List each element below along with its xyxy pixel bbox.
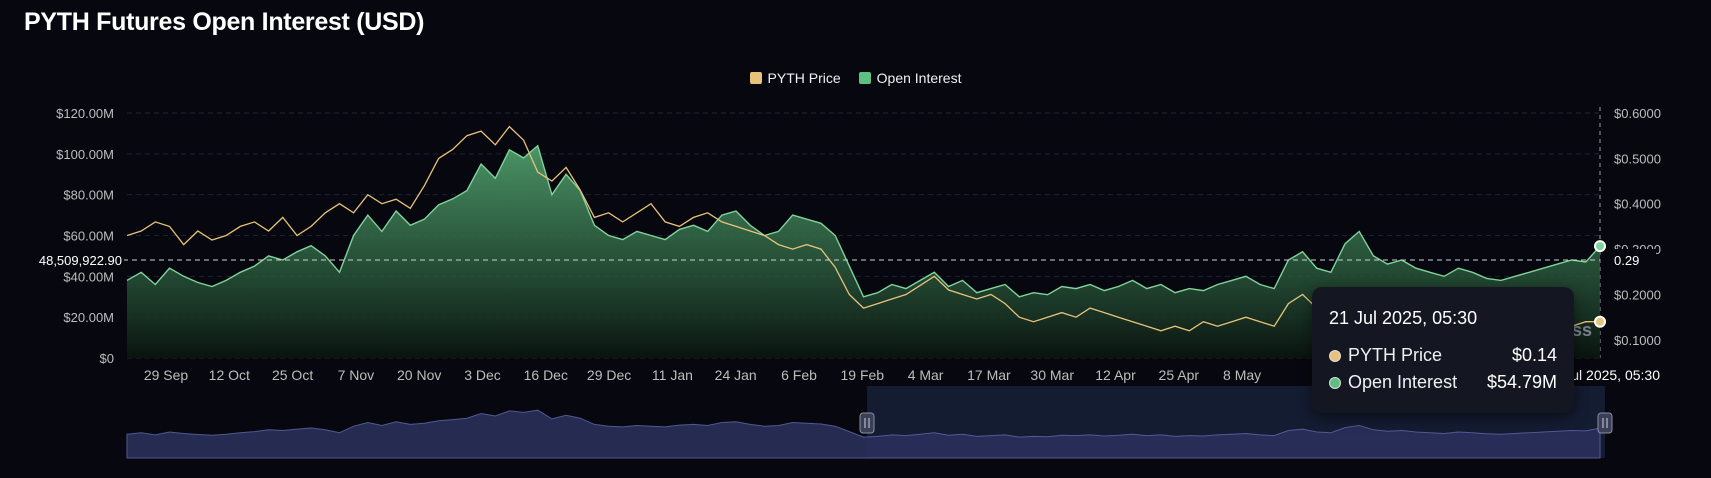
crosshair-left-label: 48,509,922.90 [39,253,122,268]
x-tick-label: 17 Mar [967,367,1011,383]
left-tick-label: $60.00M [63,229,114,244]
open-interest-line [126,144,1601,298]
x-tick-label: 7 Nov [338,367,375,383]
x-tick-label: 6 Feb [781,367,817,383]
chart-legend: PYTH Price Open Interest [0,70,1711,86]
right-tick-label: $0.2000 [1614,287,1661,302]
tooltip-label-open-interest: Open Interest [1348,372,1458,392]
tooltip: 21 Jul 2025, 05:30 PYTH Price $0.14 Open… [1312,287,1574,413]
crosshair-left-label-bg [18,249,124,271]
handle-body [859,412,875,434]
legend-label-pyth-price: PYTH Price [767,70,841,86]
tooltip-row-pyth-price: PYTH Price $0.14 [1329,345,1557,366]
left-tick-label: $100.00M [56,147,114,162]
right-tick-label: $0.1000 [1614,333,1661,348]
tooltip-value-open-interest: $54.79M [1486,372,1557,392]
left-tick-label: $80.00M [63,188,114,203]
x-tick-label: 25 Apr [1159,367,1200,383]
tooltip-value-pyth-price: $0.14 [1511,345,1557,365]
left-tick-label: $0 [100,351,114,366]
x-tick-label: 25 Oct [272,367,313,383]
crosshair-right-label: 0.29 [1614,253,1639,268]
x-tick-label: 30 Mar [1030,367,1074,383]
tooltip-label-pyth-price: PYTH Price [1348,345,1443,365]
x-tick-label: 19 Feb [841,367,885,383]
right-tick-label: $0.6000 [1614,106,1661,121]
legend-swatch-pyth-price [749,72,762,84]
right-tick-label: $0.5000 [1614,151,1661,166]
crosshair-right-label-bg [1606,249,1656,271]
legend-swatch-open-interest [858,72,871,84]
x-axis: 29 Sep 12 Oct 25 Oct 7 Nov 20 Nov 3 Dec 16 Dec… [144,367,1261,383]
navigator-series [126,409,1601,459]
tooltip-dot-open-interest [1329,376,1341,389]
right-axis: $0.1000$0.2000$0.3000$0.4000$0.5000$0.60… [1599,106,1661,358]
left-tick-label: $20.00M [63,310,114,325]
range-navigator[interactable] [126,386,1613,459]
pyth-price-marker [1594,315,1606,328]
tooltip-dot-pyth-price [1329,349,1341,362]
x-tick-label: 8 May [1223,367,1261,383]
x-tick-label: 29 Sep [144,367,189,383]
x-tick-label: 12 Oct [209,367,250,383]
open-interest-marker [1594,240,1606,253]
tooltip-title: 21 Jul 2025, 05:30 [1329,308,1478,328]
tooltip-row-open-interest: Open Interest $54.79M [1329,372,1557,393]
navigator-handle-right[interactable] [1597,412,1613,434]
handle-body [1597,412,1613,434]
open-interest-area [127,145,1600,358]
x-tick-label: 12 Apr [1095,367,1136,383]
x-tick-label: 3 Dec [464,367,501,383]
x-tick-label: 29 Dec [587,367,631,383]
legend-item-pyth-price[interactable]: PYTH Price [749,70,841,86]
left-axis: $0 $20.00M $40.00M $60.00M $80.00M $100.00M $1… [56,106,114,366]
x-tick-label: 16 Dec [524,367,568,383]
x-tick-label: 24 Jan [715,367,757,383]
chart-title: PYTH Futures Open Interest (USD) [24,8,425,36]
x-tick-label: 4 Mar [908,367,944,383]
navigator-handle-left[interactable] [859,412,875,434]
left-tick-label: $120.00M [56,106,114,121]
right-tick-label: $0.4000 [1614,197,1661,212]
watermark: ss [1572,320,1592,340]
legend-label-open-interest: Open Interest [876,70,962,86]
x-tick-label: 20 Nov [397,367,441,383]
left-tick-label: $40.00M [63,269,114,284]
x-tick-label: 11 Jan [652,367,693,383]
legend-item-open-interest[interactable]: Open Interest [858,70,962,86]
